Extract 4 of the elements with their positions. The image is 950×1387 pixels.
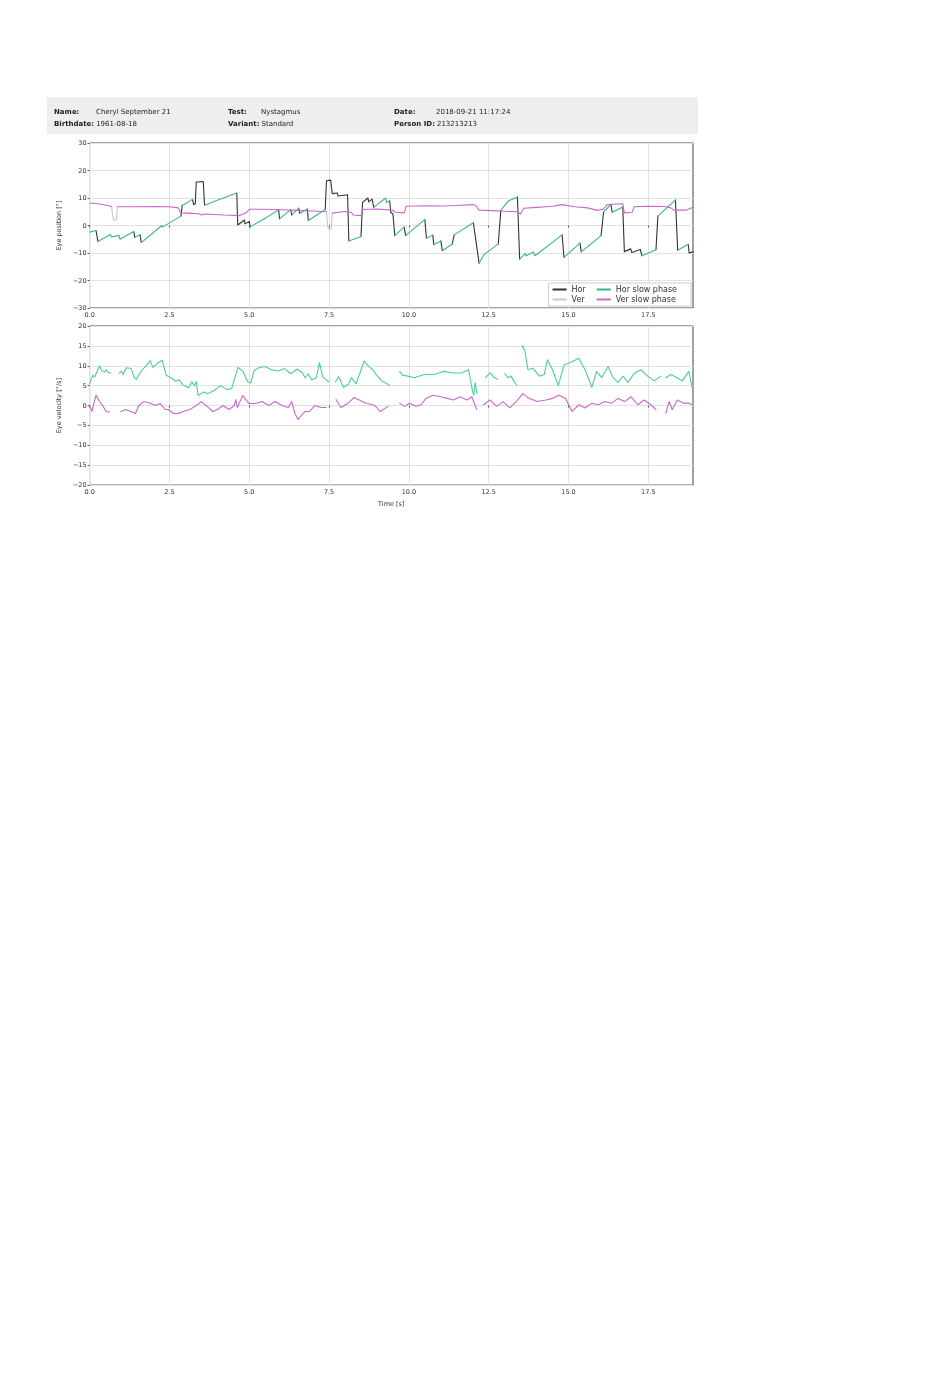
legend-label: Hor: [571, 285, 587, 294]
legend-label: Ver slow phase: [615, 295, 676, 304]
legend-label: Hor slow phase: [615, 285, 678, 294]
legend-label: Ver: [571, 295, 586, 304]
